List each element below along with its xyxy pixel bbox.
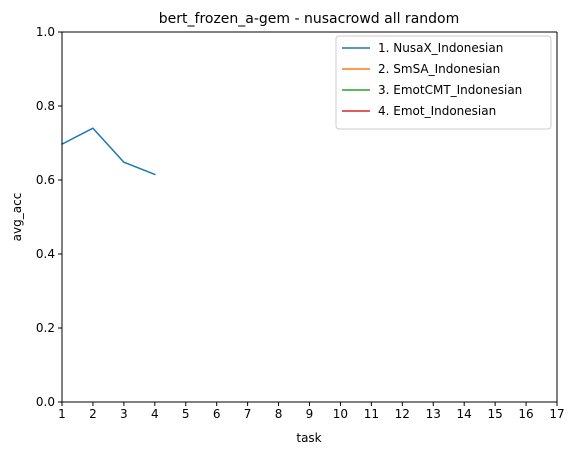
series-line — [60, 127, 156, 176]
x-tick-label: 3 — [120, 407, 128, 421]
legend-frame — [335, 35, 552, 130]
legend-label: 4. Emot_Indonesian — [378, 104, 496, 118]
x-tick-label: 4 — [151, 407, 159, 421]
x-tick-label: 2 — [89, 407, 97, 421]
y-tick-label: 0.0 — [36, 395, 55, 409]
x-tick-label: 6 — [213, 407, 221, 421]
x-tick-label: 11 — [364, 407, 379, 421]
x-tick-label: 5 — [182, 407, 190, 421]
legend-label: 1. NusaX_Indonesian — [378, 41, 503, 55]
x-axis-label: task — [296, 431, 321, 445]
y-tick-label: 0.8 — [36, 99, 55, 113]
series-layer — [60, 127, 156, 176]
x-tick-label: 15 — [487, 407, 502, 421]
legend-label: 2. SmSA_Indonesian — [378, 62, 500, 76]
y-tick-label: 0.4 — [36, 247, 55, 261]
legend: 1. NusaX_Indonesian 2. SmSA_Indonesian 3. … — [335, 35, 552, 130]
x-tick-label: 7 — [244, 407, 252, 421]
y-axis-ticks: 0.0 0.2 0.4 0.6 0.8 1.0 — [36, 25, 62, 409]
x-tick-label: 8 — [275, 407, 283, 421]
y-tick-label: 1.0 — [36, 25, 55, 39]
x-tick-label: 17 — [549, 407, 564, 421]
chart-title: bert_frozen_a-gem - nusacrowd all random — [159, 11, 459, 27]
y-axis-label: avg_acc — [10, 193, 24, 242]
legend-label: 3. EmotCMT_Indonesian — [378, 83, 522, 97]
x-axis-ticks: 1 2 3 4 5 6 7 8 9 10 11 12 13 14 15 16 17 — [58, 402, 565, 421]
x-tick-label: 13 — [426, 407, 441, 421]
x-tick-label: 1 — [58, 407, 66, 421]
x-tick-label: 12 — [395, 407, 410, 421]
x-tick-label: 9 — [306, 407, 314, 421]
x-tick-label: 14 — [457, 407, 472, 421]
x-tick-label: 16 — [518, 407, 533, 421]
y-tick-label: 0.2 — [36, 321, 55, 335]
y-tick-label: 0.6 — [36, 173, 55, 187]
x-tick-label: 10 — [333, 407, 348, 421]
